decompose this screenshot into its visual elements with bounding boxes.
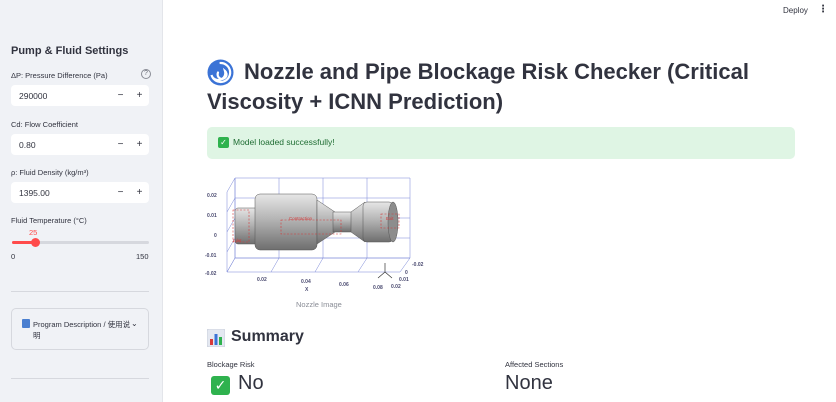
- density-input[interactable]: 1395.00 − +: [11, 182, 149, 203]
- density-label: ρ: Fluid Density (kg/m³): [11, 168, 89, 177]
- image-caption: Nozzle Image: [296, 300, 342, 309]
- cd-value[interactable]: 0.80: [19, 139, 36, 150]
- x-tick-label: 0.06: [339, 282, 349, 288]
- x-tick-label: 0.04: [301, 279, 311, 285]
- exit-label: Exit: [386, 216, 394, 221]
- cd-input[interactable]: 0.80 − +: [11, 134, 149, 155]
- pressure-value[interactable]: 290000: [19, 90, 48, 101]
- blockage-risk-label: Blockage Risk: [207, 360, 255, 369]
- book-icon: [22, 319, 30, 328]
- sidebar-title: Pump & Fluid Settings: [11, 45, 129, 57]
- x-tick-label: 0.08: [373, 285, 383, 291]
- y-tick-label: -0.01: [205, 253, 217, 259]
- affected-sections-value: None: [505, 372, 553, 394]
- check-icon: ✓: [211, 376, 230, 395]
- sidebar-divider: [11, 291, 149, 292]
- sidebar: Pump & Fluid Settings ΔP: Pressure Diffe…: [0, 0, 163, 402]
- chevron-down-icon[interactable]: ⌄: [131, 319, 138, 328]
- x-axis-label: X: [305, 287, 309, 293]
- cd-increment-button[interactable]: +: [136, 139, 143, 150]
- grid-line: [226, 217, 236, 233]
- inlet-label: Inlet: [233, 238, 242, 243]
- summary-title: Summary: [231, 328, 304, 345]
- temperature-slider-fill: [12, 241, 35, 244]
- plot-bottom-face: [226, 257, 411, 273]
- temperature-label: Fluid Temperature (°C): [11, 216, 87, 225]
- affected-sections-label: Affected Sections: [505, 360, 564, 369]
- sidebar-divider: [11, 378, 149, 379]
- help-icon[interactable]: ?: [141, 69, 151, 79]
- density-increment-button[interactable]: +: [136, 187, 143, 198]
- temperature-slider-thumb[interactable]: [31, 238, 40, 247]
- bar-chart-icon: [207, 329, 225, 347]
- y-tick-label: -0.02: [205, 271, 217, 277]
- temperature-slider-value: 25: [29, 228, 38, 237]
- nozzle-image: Contraction Inlet Exit 0.02 0.01 0 -0.01…: [205, 177, 424, 293]
- temperature-slider-track[interactable]: [12, 241, 149, 244]
- grid-line: [226, 197, 236, 213]
- success-alert: ✓ Model loaded successfully!: [207, 127, 795, 159]
- x-tick-label: 0.02: [257, 277, 267, 283]
- pressure-increment-button[interactable]: +: [136, 90, 143, 101]
- check-icon: ✓: [218, 137, 229, 148]
- exit-region-box: [380, 213, 400, 229]
- pressure-decrement-button[interactable]: −: [117, 90, 124, 101]
- page-title-line1: Nozzle and Pipe Blockage Risk Checker (C…: [244, 59, 749, 84]
- y-tick-label: 0: [214, 233, 217, 239]
- expander-label[interactable]: Program Description / 使用说明: [33, 320, 131, 340]
- y-tick-label: 0.02: [207, 193, 217, 199]
- contraction-label: Contraction: [289, 216, 313, 221]
- temperature-slider-min: 0: [11, 252, 16, 261]
- axes-orientation-icon: [377, 263, 393, 279]
- success-message: Model loaded successfully!: [233, 137, 335, 147]
- nozzle-expansion-cone: [350, 201, 366, 243]
- grid-line: [270, 257, 280, 273]
- nozzle-exit-face: [387, 201, 399, 243]
- scrollbar[interactable]: [829, 20, 833, 398]
- cyclone-icon: [207, 59, 234, 86]
- grid-line: [226, 237, 236, 253]
- deploy-button[interactable]: Deploy: [783, 6, 808, 15]
- pressure-label: ΔP: Pressure Difference (Pa): [11, 71, 108, 80]
- page-title: Nozzle and Pipe Blockage Risk Checker (C…: [207, 57, 789, 117]
- grid-line: [314, 257, 324, 273]
- contraction-region-box: [280, 219, 342, 235]
- z-tick-label: 0: [405, 270, 408, 276]
- z-tick-label: -0.02: [412, 262, 424, 268]
- nozzle-main-body: [254, 193, 318, 251]
- density-value[interactable]: 1395.00: [19, 187, 50, 198]
- cd-label: Cd: Flow Coefficient: [11, 120, 78, 129]
- kebab-menu-icon[interactable]: ⋮: [818, 4, 828, 15]
- density-decrement-button[interactable]: −: [117, 187, 124, 198]
- blockage-risk-value: No: [238, 372, 264, 394]
- z-tick-label: 0.01: [399, 277, 409, 283]
- program-description-expander[interactable]: Program Description / 使用说明 ⌄: [11, 308, 149, 350]
- y-tick-label: 0.01: [207, 213, 217, 219]
- z-tick-label: 0.02: [391, 284, 401, 290]
- cd-decrement-button[interactable]: −: [117, 139, 124, 150]
- pressure-input[interactable]: 290000 − +: [11, 85, 149, 106]
- page-title-line2: Viscosity + ICNN Prediction): [207, 89, 504, 114]
- temperature-slider-max: 150: [136, 252, 149, 261]
- nozzle-throat: [332, 211, 354, 233]
- grid-line: [357, 257, 368, 273]
- inlet-region-box: [232, 209, 250, 243]
- nozzle-contraction-cone: [316, 199, 336, 245]
